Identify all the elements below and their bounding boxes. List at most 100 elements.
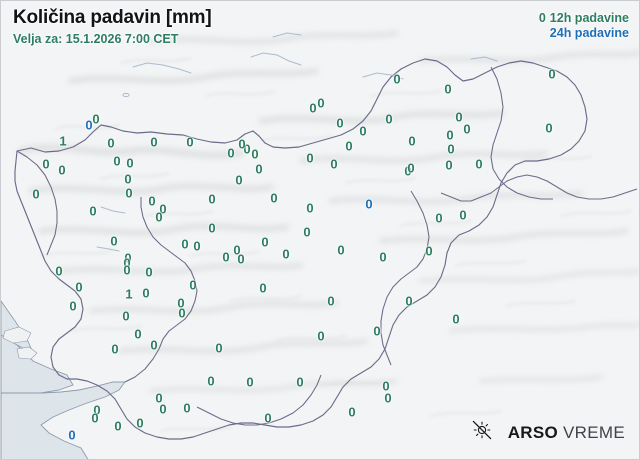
station-marker[interactable]: 0: [444, 81, 452, 97]
station-marker[interactable]: 0: [124, 250, 132, 266]
station-marker[interactable]: 0: [463, 121, 471, 137]
station-marker[interactable]: 0: [114, 418, 122, 434]
station-marker[interactable]: 0: [178, 305, 186, 321]
station-marker[interactable]: 0: [150, 134, 158, 150]
station-marker[interactable]: 0: [264, 410, 272, 426]
station-marker[interactable]: 0: [134, 326, 142, 342]
station-marker[interactable]: 0: [189, 277, 197, 293]
station-marker[interactable]: 0: [126, 155, 134, 171]
station-marker[interactable]: 0: [404, 163, 412, 179]
station-marker[interactable]: 0: [177, 295, 185, 311]
station-marker[interactable]: 0: [215, 340, 223, 356]
station-marker[interactable]: 0: [68, 427, 76, 443]
station-marker[interactable]: 0: [237, 251, 245, 267]
station-marker[interactable]: 0: [270, 190, 278, 206]
station-marker[interactable]: 0: [405, 293, 413, 309]
station-marker[interactable]: 1: [59, 133, 67, 149]
station-marker[interactable]: 0: [384, 390, 392, 406]
station-marker[interactable]: 0: [435, 210, 443, 226]
station-marker[interactable]: 0: [235, 172, 243, 188]
station-marker[interactable]: 0: [251, 146, 259, 162]
station-marker[interactable]: 0: [110, 233, 118, 249]
station-marker[interactable]: 0: [408, 133, 416, 149]
station-marker[interactable]: 0: [207, 373, 215, 389]
station-marker[interactable]: 0: [548, 66, 556, 82]
station-marker[interactable]: 0: [330, 156, 338, 172]
station-marker[interactable]: 0: [193, 238, 201, 254]
station-marker[interactable]: 0: [91, 410, 99, 426]
station-marker[interactable]: 0: [208, 220, 216, 236]
station-marker[interactable]: 0: [145, 264, 153, 280]
station-marker[interactable]: 0: [42, 156, 50, 172]
station-marker[interactable]: 0: [125, 185, 133, 201]
station-marker[interactable]: 0: [181, 236, 189, 252]
station-marker[interactable]: 0: [306, 200, 314, 216]
station-marker[interactable]: 0: [455, 109, 463, 125]
station-marker[interactable]: 0: [222, 249, 230, 265]
station-marker[interactable]: 0: [393, 71, 401, 87]
station-marker[interactable]: 0: [255, 161, 263, 177]
station-marker[interactable]: 0: [425, 243, 433, 259]
station-marker[interactable]: 0: [259, 280, 267, 296]
station-marker[interactable]: 0: [227, 145, 235, 161]
station-marker[interactable]: 0: [309, 100, 317, 116]
station-marker[interactable]: 0: [447, 141, 455, 157]
station-marker[interactable]: 0: [238, 136, 246, 152]
station-marker[interactable]: 0: [32, 186, 40, 202]
station-marker[interactable]: 0: [159, 401, 167, 417]
station-marker[interactable]: 0: [296, 374, 304, 390]
station-marker[interactable]: 0: [445, 157, 453, 173]
station-marker[interactable]: 0: [89, 203, 97, 219]
station-marker[interactable]: 0: [150, 337, 158, 353]
station-marker[interactable]: 0: [359, 123, 367, 139]
station-marker[interactable]: 0: [336, 115, 344, 131]
station-marker[interactable]: 0: [373, 323, 381, 339]
station-marker[interactable]: 0: [75, 279, 83, 295]
station-marker[interactable]: 0: [142, 285, 150, 301]
station-marker[interactable]: 0: [317, 328, 325, 344]
station-marker[interactable]: 0: [303, 224, 311, 240]
station-marker[interactable]: 0: [446, 127, 454, 143]
station-marker[interactable]: 0: [345, 138, 353, 154]
station-marker[interactable]: 0: [122, 308, 130, 324]
station-marker[interactable]: 0: [136, 415, 144, 431]
station-marker[interactable]: 0: [92, 111, 100, 127]
station-marker[interactable]: 0: [159, 201, 167, 217]
station-marker[interactable]: 0: [69, 298, 77, 314]
station-marker[interactable]: 0: [111, 341, 119, 357]
station-marker[interactable]: 0: [155, 390, 163, 406]
station-marker[interactable]: 0: [186, 134, 194, 150]
station-marker[interactable]: 0: [327, 293, 335, 309]
station-marker[interactable]: 0: [452, 311, 460, 327]
station-marker[interactable]: 0: [475, 156, 483, 172]
station-marker[interactable]: 0: [348, 404, 356, 420]
station-marker[interactable]: 0: [385, 111, 393, 127]
station-marker[interactable]: 0: [282, 246, 290, 262]
station-marker[interactable]: 0: [123, 262, 131, 278]
station-marker[interactable]: 0: [183, 400, 191, 416]
station-marker[interactable]: 0: [148, 193, 156, 209]
station-marker[interactable]: 0: [545, 120, 553, 136]
station-marker[interactable]: 0: [382, 378, 390, 394]
station-marker[interactable]: 0: [337, 242, 345, 258]
station-marker[interactable]: 0: [246, 374, 254, 390]
station-marker[interactable]: 0: [58, 162, 66, 178]
station-marker[interactable]: 0: [85, 117, 93, 133]
station-marker[interactable]: 1: [125, 286, 133, 302]
station-marker[interactable]: 0: [55, 263, 63, 279]
station-marker[interactable]: 0: [306, 150, 314, 166]
station-marker[interactable]: 0: [233, 242, 241, 258]
station-marker[interactable]: 0: [124, 171, 132, 187]
station-marker[interactable]: 0: [123, 255, 131, 271]
station-marker[interactable]: 0: [208, 191, 216, 207]
station-marker[interactable]: 0: [261, 234, 269, 250]
station-marker[interactable]: 0: [379, 249, 387, 265]
station-marker[interactable]: 0: [407, 160, 415, 176]
station-marker[interactable]: 0: [155, 209, 163, 225]
station-marker[interactable]: 0: [317, 95, 325, 111]
station-marker[interactable]: 0: [365, 196, 373, 212]
station-marker[interactable]: 0: [107, 135, 115, 151]
station-marker[interactable]: 0: [243, 141, 251, 157]
station-marker[interactable]: 0: [93, 402, 101, 418]
